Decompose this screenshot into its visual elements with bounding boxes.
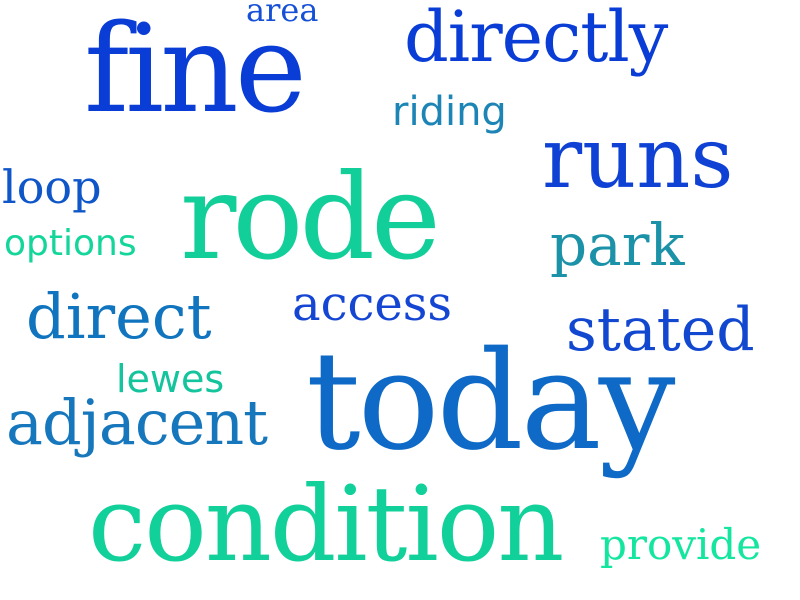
word-direct: direct [26,280,212,353]
word-area: area [246,0,319,29]
word-lewes: lewes [116,357,225,401]
word-provide: provide [600,520,762,569]
word-options: options [4,223,137,264]
word-condition: condition [88,463,564,585]
word-stated: stated [566,295,755,365]
word-rode: rode [180,148,441,286]
word-loop: loop [2,160,102,214]
word-directly: directly [404,0,668,78]
word-today: today [306,323,676,481]
word-runs: runs [542,109,734,207]
word-riding: riding [392,89,507,135]
word-park: park [550,211,685,279]
word-access: access [292,276,453,332]
word-adjacent: adjacent [6,386,268,459]
word-fine: fine [84,0,307,140]
